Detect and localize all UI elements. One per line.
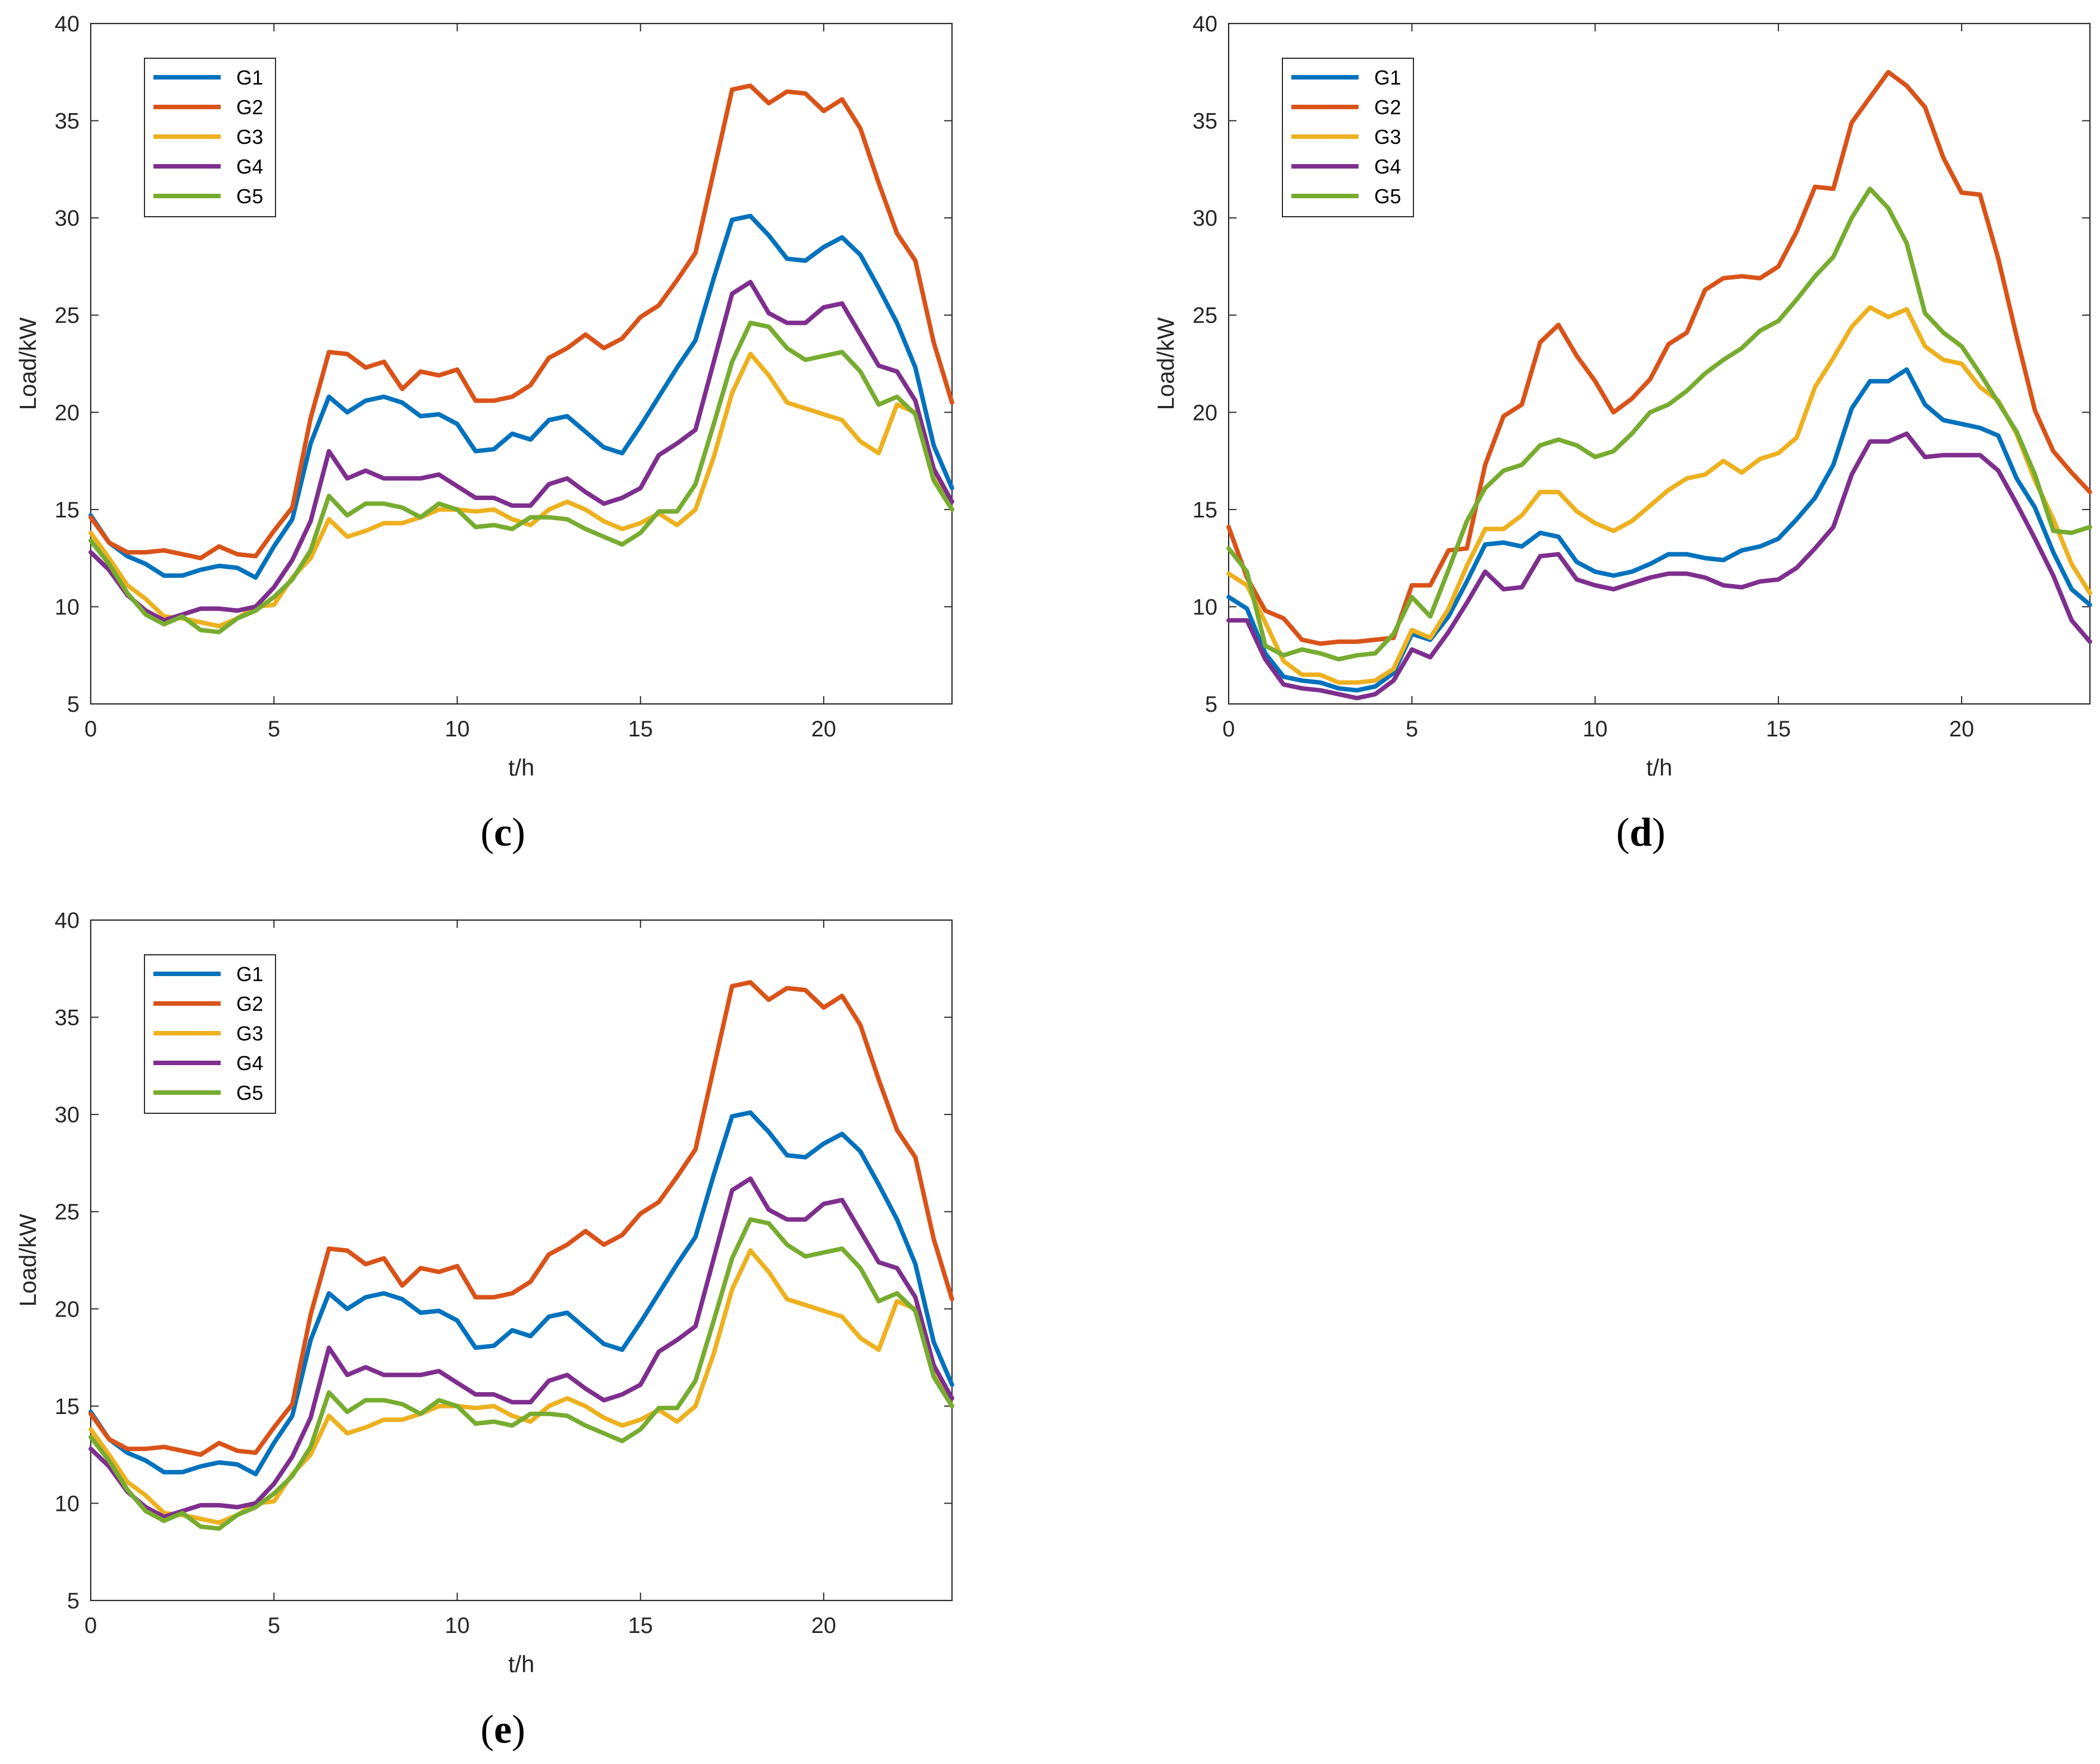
panel-caption: (d)	[1616, 810, 1665, 855]
chart-panel-d: 0 5 10 15 20510152025303540t/hLoad/kWG1G2G3G…	[1152, 12, 2092, 855]
legend-label: G3	[1374, 125, 1401, 148]
y-tick-label: 40	[55, 908, 80, 933]
legend-label: G5	[1374, 185, 1401, 208]
series-line-g3	[1226, 305, 2092, 685]
y-tick-label: 35	[55, 1006, 80, 1030]
x-tick-label: 0	[1222, 717, 1235, 741]
legend-label: G2	[236, 992, 263, 1015]
x-tick-label: 5	[268, 1613, 280, 1638]
y-tick-label: 25	[1193, 304, 1218, 328]
legend: G1 G2 G3 G4 G5	[144, 954, 276, 1114]
x-tick-label: 20	[811, 717, 837, 741]
y-tick-label: 35	[55, 109, 80, 134]
y-tick-label: 5	[1205, 692, 1217, 717]
caption-close-paren: )	[512, 1707, 525, 1752]
caption-letter: c	[494, 810, 512, 855]
y-tick-label: 40	[1193, 12, 1218, 36]
legend-label: G2	[236, 96, 263, 119]
y-tick-label: 20	[55, 400, 80, 425]
legend-label: G4	[236, 1052, 263, 1075]
y-tick-label: 30	[55, 206, 80, 231]
y-tick-label: 25	[55, 304, 80, 328]
y-tick-label: 20	[55, 1297, 80, 1322]
x-tick-label: 0	[85, 717, 97, 741]
x-tick-label: 5	[1406, 717, 1418, 741]
x-tick-label: 20	[811, 1613, 837, 1638]
series-line-g1	[1226, 367, 2092, 693]
series-line-g4	[88, 279, 954, 623]
caption-letter: e	[494, 1707, 512, 1752]
caption-open-paren: (	[1616, 810, 1630, 855]
x-tick-label: 10	[1583, 717, 1608, 741]
legend-label: G4	[1374, 155, 1401, 178]
x-tick-label: 10	[445, 1613, 470, 1638]
series-line-g2	[88, 83, 954, 561]
x-tick-label: 15	[1766, 717, 1791, 741]
y-tick-label: 15	[1193, 498, 1218, 522]
panel-caption: (c)	[480, 810, 525, 855]
panel-caption: (e)	[480, 1707, 525, 1752]
x-tick-label: 15	[628, 1613, 653, 1638]
y-tick-label: 25	[55, 1200, 80, 1225]
y-axis-label: Load/kW	[15, 1214, 41, 1306]
y-tick-label: 10	[1193, 595, 1218, 619]
series-line-g2	[1226, 69, 2092, 646]
legend-label: G3	[236, 125, 263, 148]
x-axis-label: t/h	[508, 754, 535, 781]
y-tick-label: 15	[55, 498, 80, 522]
x-tick-label: 5	[268, 717, 280, 741]
legend-label: G1	[1374, 66, 1401, 89]
caption-close-paren: )	[1652, 810, 1665, 855]
series-line-g2	[88, 980, 954, 1457]
caption-letter: d	[1630, 810, 1652, 855]
legend-label: G4	[236, 155, 263, 178]
y-tick-label: 15	[55, 1394, 80, 1419]
x-axis-label: t/h	[1646, 754, 1673, 781]
x-tick-label: 10	[445, 717, 470, 741]
series-line-g1	[88, 213, 954, 580]
series-line-g4	[88, 1176, 954, 1519]
caption-open-paren: (	[480, 1707, 494, 1752]
caption-open-paren: (	[480, 810, 494, 855]
y-tick-label: 10	[55, 595, 80, 619]
y-tick-label: 10	[55, 1491, 80, 1516]
legend-label: G5	[236, 185, 263, 208]
y-axis-label: Load/kW	[1152, 317, 1179, 410]
y-tick-label: 20	[1193, 400, 1218, 425]
legend: G1 G2 G3 G4 G5	[144, 58, 276, 217]
series-line-g1	[88, 1110, 954, 1477]
legend-label: G1	[236, 963, 263, 986]
series-line-g5	[88, 1217, 954, 1531]
y-tick-label: 30	[1193, 206, 1218, 231]
legend-label: G2	[1374, 96, 1401, 119]
series-line-g4	[1226, 431, 2092, 701]
chart-panel-e: 0 5 10 15 20510152025303540t/hLoad/kWG1G2G3G…	[15, 908, 954, 1752]
y-tick-label: 5	[67, 1589, 80, 1613]
x-tick-label: 15	[628, 717, 653, 741]
x-tick-label: 0	[85, 1613, 97, 1638]
legend-label: G5	[236, 1081, 263, 1104]
series-line-g5	[88, 320, 954, 634]
legend-label: G3	[236, 1022, 263, 1045]
legend-label: G1	[236, 66, 263, 89]
y-axis-label: Load/kW	[15, 317, 41, 410]
caption-close-paren: )	[512, 810, 525, 855]
legend: G1 G2 G3 G4 G5	[1282, 58, 1414, 217]
x-tick-label: 20	[1949, 717, 1975, 741]
series-line-g5	[1226, 186, 2092, 662]
y-tick-label: 35	[1193, 109, 1218, 134]
y-tick-label: 30	[55, 1103, 80, 1127]
y-tick-label: 5	[67, 692, 80, 717]
x-axis-label: t/h	[508, 1651, 535, 1677]
y-tick-label: 40	[55, 12, 80, 36]
chart-panel-c: 0 5 10 15 20510152025303540t/hLoad/kWG1G2G3G…	[15, 12, 954, 855]
